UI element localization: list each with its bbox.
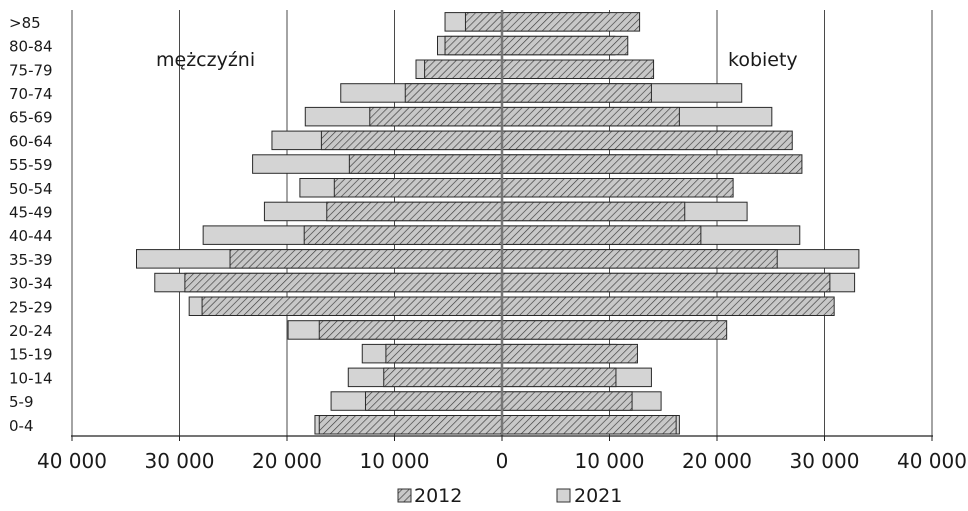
bar-2012-women bbox=[501, 201, 686, 222]
bar-2012-men bbox=[320, 130, 503, 151]
bar-2012-women bbox=[501, 225, 702, 245]
y-category-label: 40-44 bbox=[9, 227, 53, 245]
bar-2012-men bbox=[444, 35, 503, 56]
gridlines bbox=[71, 10, 933, 436]
x-tick-label: 30 000 bbox=[145, 449, 215, 473]
bar-2012-women bbox=[501, 12, 641, 32]
y-category-label: 15-19 bbox=[9, 346, 53, 364]
y-category-label: 30-34 bbox=[9, 275, 53, 293]
x-tick-label: 20 000 bbox=[682, 449, 752, 473]
bar-2012-women bbox=[501, 343, 638, 364]
bar-2012-women bbox=[501, 35, 629, 56]
x-tick-label: 10 000 bbox=[360, 449, 430, 473]
y-category-label: 35-39 bbox=[9, 251, 53, 269]
legend-swatch-2012 bbox=[397, 488, 412, 503]
y-category-label: >85 bbox=[9, 14, 41, 32]
y-category-label: 55-59 bbox=[9, 156, 53, 174]
bar-2012-men bbox=[424, 59, 503, 79]
bar-2012-men bbox=[303, 225, 503, 245]
y-category-label: 65-69 bbox=[9, 109, 53, 127]
bar-2012-women bbox=[501, 130, 793, 151]
y-category-label: 5-9 bbox=[9, 393, 34, 411]
bar-2012-women bbox=[501, 83, 652, 103]
bar-2012-men bbox=[184, 272, 503, 293]
y-category-label: 50-54 bbox=[9, 180, 53, 198]
bar-2012-women bbox=[501, 178, 734, 198]
bar-2012-men bbox=[201, 296, 503, 316]
bar-2012-women bbox=[501, 154, 803, 174]
bar-2012-men bbox=[385, 343, 503, 364]
y-category-label: 20-24 bbox=[9, 322, 53, 340]
right-group-label: kobiety bbox=[728, 49, 798, 71]
bar-2012-men bbox=[404, 83, 503, 103]
bar-2012-women bbox=[501, 320, 728, 340]
x-tick-label: 10 000 bbox=[575, 449, 645, 473]
y-category-label: 70-74 bbox=[9, 85, 53, 103]
y-category-label: 0-4 bbox=[9, 417, 34, 435]
bar-2012-men bbox=[348, 154, 503, 174]
y-category-label: 45-49 bbox=[9, 203, 53, 221]
bar-2012-men bbox=[318, 415, 503, 435]
x-tick-label: 30 000 bbox=[790, 449, 860, 473]
y-category-label: 10-14 bbox=[9, 369, 53, 387]
bar-2012-men bbox=[333, 178, 503, 198]
bar-2012-women bbox=[501, 106, 680, 127]
bar-2012-women bbox=[501, 59, 655, 79]
bar-2012-women bbox=[501, 296, 835, 316]
x-tick-label: 40 000 bbox=[37, 449, 107, 473]
bar-2012-men bbox=[464, 12, 503, 32]
bar-2012-women bbox=[501, 415, 677, 435]
bar-2012-women bbox=[501, 391, 633, 411]
bar-2012-men bbox=[326, 201, 503, 222]
bar-2012-women bbox=[501, 272, 831, 293]
bar-2012-men bbox=[383, 367, 503, 388]
bar-2012-men bbox=[318, 320, 503, 340]
y-category-label: 75-79 bbox=[9, 61, 53, 79]
bar-2012-men bbox=[229, 249, 503, 269]
y-category-label: 25-29 bbox=[9, 298, 53, 316]
axes bbox=[71, 10, 933, 441]
x-tick-label: 40 000 bbox=[897, 449, 967, 473]
x-tick-label: 20 000 bbox=[252, 449, 322, 473]
labels: mężczyźni kobiety 40 000 30 000 20 000 10 0… bbox=[9, 14, 967, 473]
legend: 2012 2021 bbox=[397, 485, 622, 507]
legend-label-2021: 2021 bbox=[574, 485, 622, 507]
bar-2012-men bbox=[369, 106, 503, 127]
series-2012-bars bbox=[184, 12, 835, 435]
bar-2012-women bbox=[501, 367, 617, 388]
y-category-label: 60-64 bbox=[9, 132, 53, 150]
x-tick-label: 0 bbox=[496, 449, 509, 473]
left-group-label: mężczyźni bbox=[156, 49, 255, 71]
legend-label-2012: 2012 bbox=[414, 485, 462, 507]
bar-2012-women bbox=[501, 249, 778, 269]
legend-swatch-2021 bbox=[556, 488, 571, 503]
y-category-label: 80-84 bbox=[9, 38, 53, 56]
bar-2012-men bbox=[364, 391, 503, 411]
